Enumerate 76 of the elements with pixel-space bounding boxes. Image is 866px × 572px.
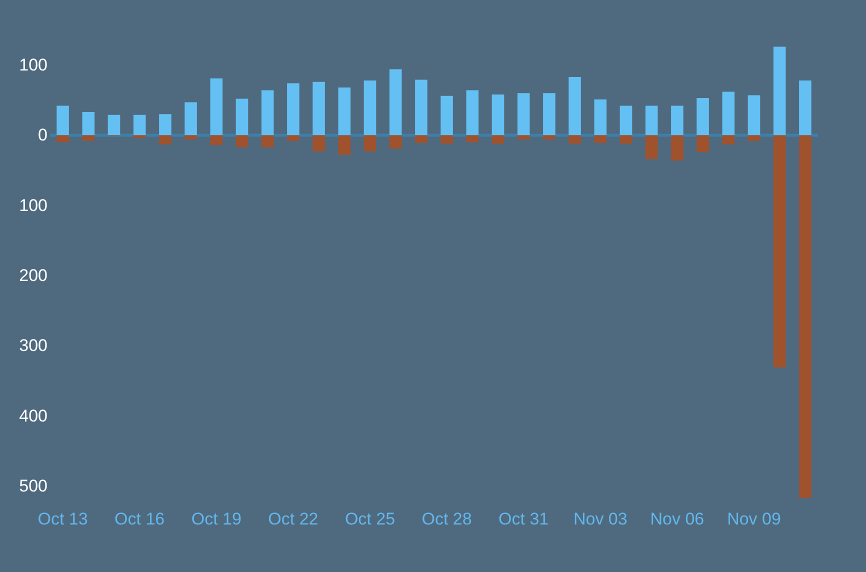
bar — [466, 90, 479, 136]
bar — [236, 98, 248, 136]
bar — [440, 96, 453, 136]
x-tick-label: Oct 28 — [422, 510, 472, 528]
x-tick-label: Nov 03 — [573, 510, 628, 528]
bar — [492, 94, 504, 136]
y-tick-label: 200 — [19, 266, 48, 286]
y-tick-label: 400 — [19, 406, 48, 426]
bar — [543, 135, 556, 140]
bar — [261, 135, 274, 148]
bar — [415, 135, 428, 143]
bar — [799, 80, 812, 136]
bar — [184, 102, 197, 136]
y-tick-label: 0 — [38, 126, 48, 145]
y-tick-label: 100 — [19, 196, 48, 215]
bar — [82, 135, 95, 141]
bar — [82, 112, 95, 136]
bar — [620, 106, 632, 136]
x-tick-label: Oct 31 — [498, 510, 549, 528]
bar — [773, 135, 786, 368]
bar — [389, 69, 402, 136]
bar — [108, 114, 120, 136]
bar — [210, 135, 223, 146]
x-tick-label: Nov 06 — [650, 510, 704, 528]
bar — [133, 135, 146, 138]
y-tick-label: 100 — [19, 56, 48, 75]
bar — [236, 135, 248, 148]
x-tick-label: Oct 13 — [38, 510, 88, 528]
bar — [543, 93, 556, 136]
bar — [517, 93, 530, 136]
bar — [799, 135, 812, 498]
bar — [338, 135, 351, 155]
bar — [722, 135, 735, 144]
bar — [261, 90, 274, 136]
x-tick-label: Oct 16 — [114, 510, 165, 528]
x-tick-label: Oct 25 — [344, 510, 396, 528]
bar — [466, 135, 479, 142]
bar — [517, 135, 530, 140]
x-tick-label: Oct 19 — [191, 510, 242, 528]
bar — [748, 95, 760, 136]
bar — [312, 135, 325, 152]
bar — [671, 135, 684, 160]
bar — [696, 98, 709, 136]
bar — [773, 46, 786, 136]
bar — [594, 99, 607, 136]
bar — [594, 135, 607, 143]
bar — [389, 135, 402, 149]
bar — [671, 106, 684, 136]
bar — [287, 135, 300, 141]
bar — [696, 135, 709, 152]
bar — [159, 135, 172, 144]
bar — [620, 135, 632, 144]
bar — [287, 83, 300, 136]
bar — [645, 106, 658, 136]
x-tick-label: Oct 22 — [268, 510, 318, 528]
bar — [748, 135, 760, 141]
bar — [722, 92, 735, 136]
bar — [364, 135, 376, 152]
bar — [159, 114, 172, 136]
bar — [645, 135, 658, 160]
bar — [312, 82, 325, 136]
y-tick-label: 500 — [19, 476, 48, 496]
x-tick-label: Nov 09 — [727, 510, 781, 528]
bar — [568, 135, 581, 144]
bar — [56, 106, 69, 136]
y-tick-label: 300 — [19, 336, 48, 356]
bar — [492, 135, 504, 144]
bar — [56, 135, 69, 142]
bar — [364, 80, 376, 136]
bar — [210, 78, 223, 136]
bar — [184, 135, 197, 140]
bar — [568, 76, 581, 136]
bar — [133, 114, 146, 136]
bar — [415, 80, 428, 136]
bar — [338, 87, 351, 136]
bar — [440, 135, 453, 144]
